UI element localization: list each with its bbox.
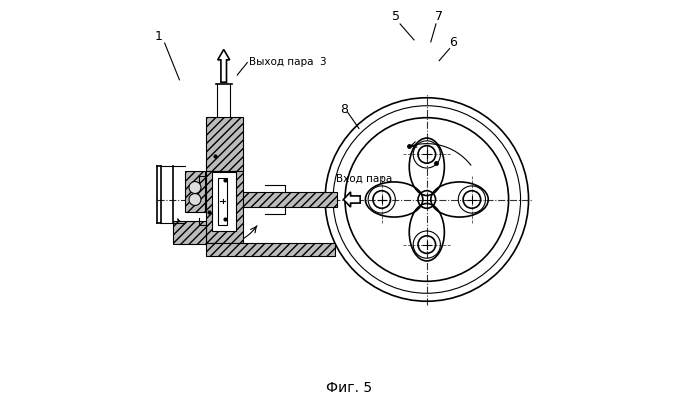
Text: 8: 8	[340, 103, 348, 116]
Text: 7: 7	[435, 10, 443, 23]
Text: Фиг. 5: Фиг. 5	[326, 381, 372, 395]
Bar	[184, 171, 205, 212]
FancyArrow shape	[343, 192, 360, 207]
Bar	[218, 178, 227, 225]
Bar	[206, 243, 334, 256]
Bar	[211, 172, 236, 231]
Text: 5: 5	[392, 10, 400, 23]
Bar	[206, 117, 243, 171]
Text: 6: 6	[449, 36, 456, 49]
Text: 1: 1	[154, 30, 162, 43]
FancyArrow shape	[218, 49, 230, 82]
Text: Выход пара  3: Выход пара 3	[249, 57, 327, 67]
Bar	[173, 221, 206, 244]
Circle shape	[189, 194, 201, 205]
Text: Вход пара: Вход пара	[336, 174, 392, 184]
Bar	[206, 171, 243, 243]
Circle shape	[189, 182, 201, 194]
Bar	[243, 192, 337, 207]
